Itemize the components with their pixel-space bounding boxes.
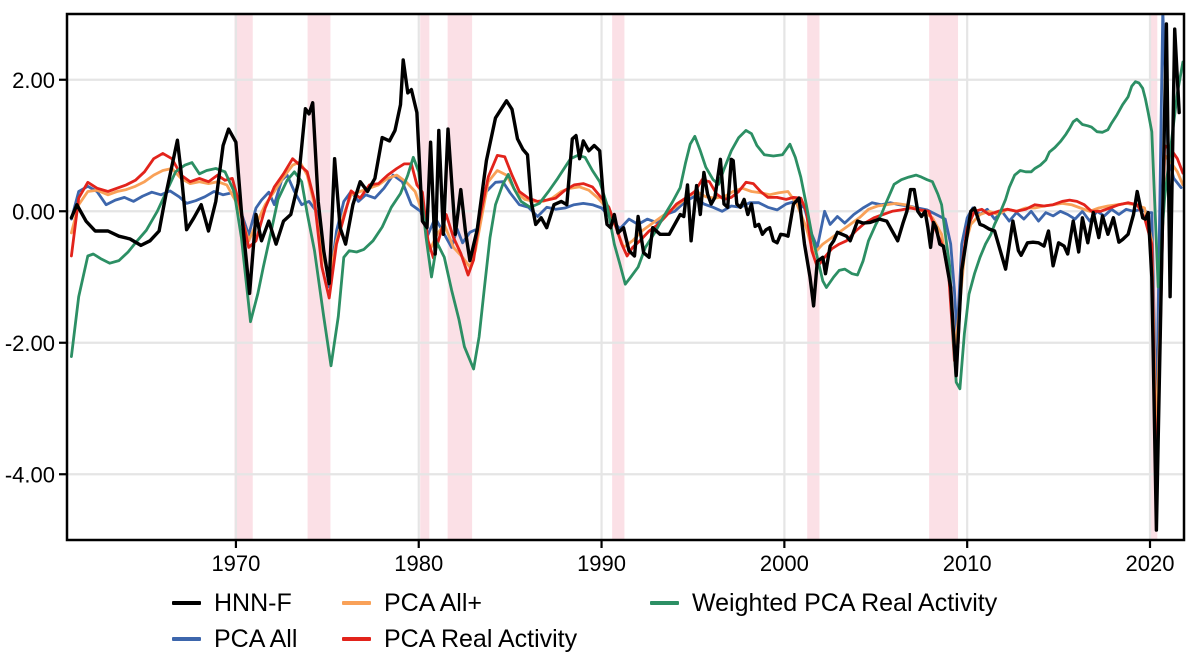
y-axis-tick-label: 0.00 <box>12 199 55 224</box>
legend-key-pca-real-activity-icon <box>342 637 371 641</box>
legend-label-pca-all: PCA All+ <box>384 588 482 617</box>
legend-key-weighted-pca-real-activity-icon <box>650 601 679 605</box>
legend-item-hnn-f: HNN-F <box>172 588 342 617</box>
legend-key-pca-all-icon <box>172 637 201 641</box>
x-axis-tick-label: 1990 <box>577 551 626 576</box>
axes: 2.00 0.00 -2.00 -4.00 1970 1980 1990 2000 2010 20… <box>5 68 1175 576</box>
legend-key-hnn-f-icon <box>172 601 201 605</box>
x-axis-tick-label: 2020 <box>1126 551 1175 576</box>
line-chart-canvas: 2.00 0.00 -2.00 -4.00 1970 1980 1990 2000 2010 20… <box>5 12 1186 576</box>
gridlines <box>67 14 1184 540</box>
legend-label-pca-real-activity: PCA Real Activity <box>384 624 578 653</box>
recession-band <box>234 14 253 540</box>
series-lines <box>69 14 1184 532</box>
plot-panel-border <box>65 12 1186 542</box>
x-axis-tick-label: 1980 <box>394 551 443 576</box>
x-axis-tick-label: 2000 <box>760 551 809 576</box>
series-hnn-f <box>69 22 1181 532</box>
legend-label-weighted-pca-real-activity: Weighted PCA Real Activity <box>692 588 998 617</box>
x-axis-tick-label: 2010 <box>943 551 992 576</box>
x-axis-tick-label: 1970 <box>211 551 260 576</box>
legend-label-hnn-f: HNN-F <box>214 588 292 617</box>
legend-key-pca-all-icon <box>342 601 371 605</box>
recession-band <box>420 14 430 540</box>
legend-item-pca-all: PCA All+ <box>342 588 650 617</box>
y-axis-tick-label: 2.00 <box>12 68 55 93</box>
legend-label-pca-all: PCA All <box>214 624 298 653</box>
recession-band <box>612 14 625 540</box>
recession-bands <box>234 14 1158 540</box>
y-axis-tick-label: -4.00 <box>5 462 55 487</box>
chart-legend: HNN-F PCA All+ Weighted PCA Real Activity P… <box>172 585 997 657</box>
legend-item-pca-all: PCA All <box>172 624 342 653</box>
legend-item-pca-real-activity: PCA Real Activity <box>342 624 650 653</box>
legend-item-weighted-pca-real-activity: Weighted PCA Real Activity <box>650 588 998 617</box>
y-axis-tick-label: -2.00 <box>5 331 55 356</box>
recession-band <box>807 14 820 540</box>
recession-band <box>447 14 473 540</box>
